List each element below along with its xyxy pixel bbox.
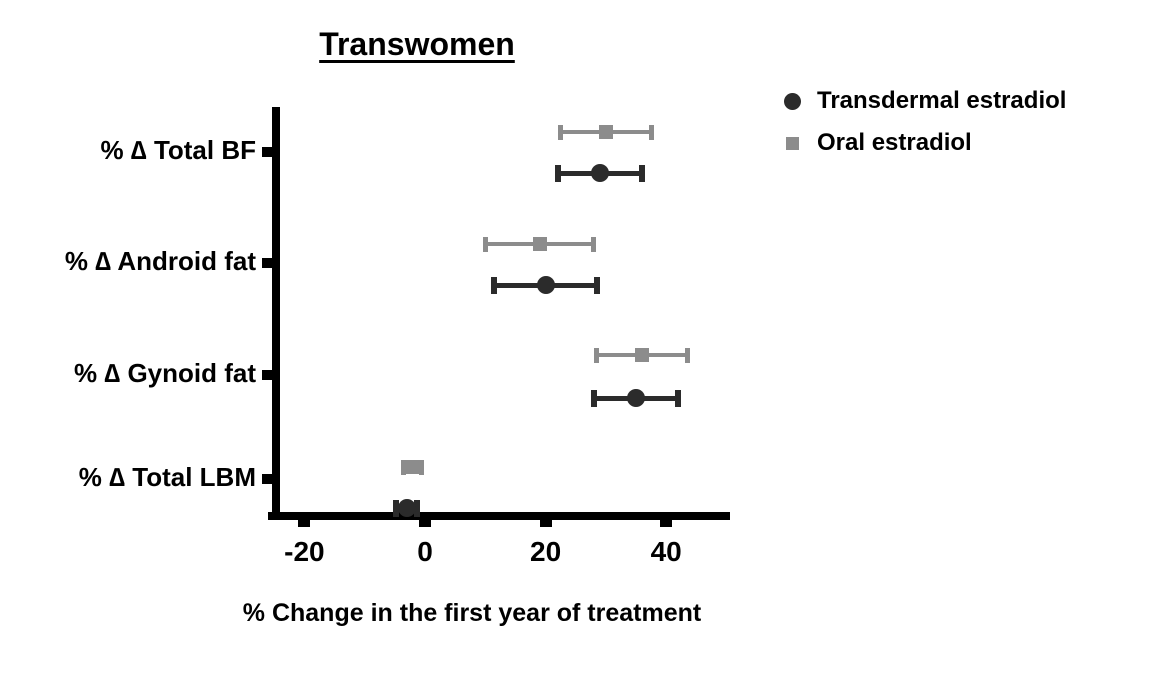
data-point-marker	[532, 237, 547, 251]
error-bar-cap-left	[482, 236, 488, 252]
category-label: % ∆ Total LBM	[78, 462, 256, 492]
error-bar-cap-left	[393, 499, 400, 517]
circle-marker-icon	[783, 92, 801, 110]
legend-item-transdermal: Transdermal estradiol	[783, 86, 1066, 116]
category-label: % ∆ Total BF	[100, 135, 256, 165]
error-bar-cap-right	[648, 124, 654, 140]
error-bar-cap-left	[594, 347, 600, 363]
x-tick	[660, 519, 673, 527]
x-axis-title: % Change in the first year of treatment	[242, 599, 702, 627]
data-point-marker	[590, 164, 609, 182]
x-tick-label: 40	[650, 536, 682, 567]
x-axis-line	[268, 512, 730, 520]
error-bar-cap-left	[554, 164, 561, 182]
error-bar-cap-right	[419, 459, 425, 475]
error-bar-cap-left	[558, 124, 564, 140]
category-label: % ∆ Android fat	[64, 246, 256, 276]
x-tick-label: -20	[284, 536, 325, 567]
x-tick-label: 20	[530, 536, 562, 567]
data-point-marker	[536, 276, 555, 294]
error-bar-cap-left	[590, 389, 597, 407]
data-point-marker	[627, 389, 646, 407]
error-bar-cap-right	[639, 164, 646, 182]
y-axis-line	[272, 107, 280, 520]
x-tick	[419, 519, 431, 527]
y-tick	[262, 474, 272, 484]
legend-label-transdermal: Transdermal estradiol	[817, 87, 1067, 114]
x-tick	[539, 519, 552, 527]
legend: Transdermal estradiol Oral estradiol	[783, 86, 1066, 158]
error-bar-cap-right	[675, 389, 682, 407]
y-tick	[262, 370, 272, 380]
error-bar-cap-right	[593, 276, 600, 294]
error-bar-cap-right	[684, 347, 690, 363]
square-marker-icon	[783, 134, 801, 152]
chart-title: Transwomen	[319, 26, 515, 62]
category-label: % ∆ Gynoid fat	[73, 358, 256, 388]
y-tick	[262, 258, 272, 268]
error-bar-cap-left	[491, 276, 498, 294]
y-tick	[262, 147, 272, 157]
x-tick-label: 0	[417, 536, 433, 567]
legend-item-oral: Oral estradiol	[783, 128, 1066, 158]
data-point-marker	[397, 499, 416, 517]
legend-label-oral: Oral estradiol	[817, 129, 972, 156]
error-bar-cap-right	[591, 236, 597, 252]
data-point-marker	[598, 125, 613, 139]
error-bar-cap-left	[401, 459, 407, 475]
x-tick	[298, 519, 311, 527]
error-bar-cap-right	[413, 499, 420, 517]
data-point-marker	[405, 460, 420, 474]
data-point-marker	[635, 348, 650, 362]
